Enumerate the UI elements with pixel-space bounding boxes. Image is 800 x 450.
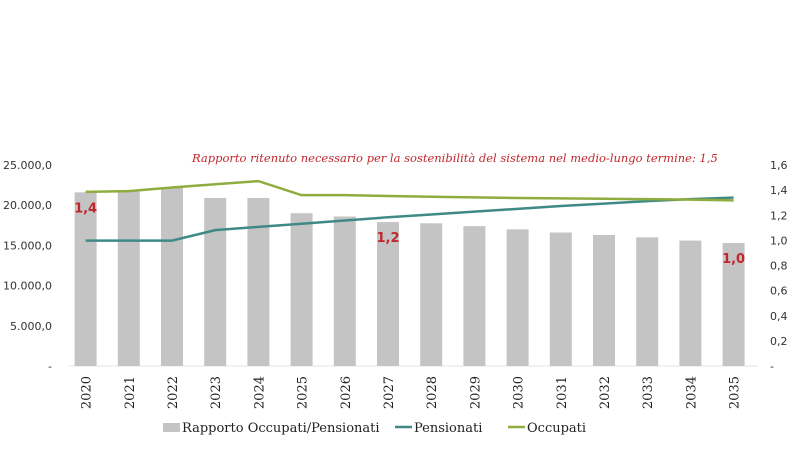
x-tick-2034: 2034: [684, 376, 699, 409]
line-series: [85, 179, 734, 242]
left-axis-tick: 25.000,0: [3, 159, 52, 172]
left-axis-tick: 20.000,0: [3, 199, 52, 212]
legend: Rapporto Occupati/Pensionati Pensionati Oc…: [163, 421, 586, 436]
bar-2020: [74, 192, 97, 366]
ratio-label-2035: 1,0: [722, 252, 745, 267]
legend-label: Occupati: [527, 421, 586, 436]
left-axis-tick: 10.000,0: [3, 280, 52, 293]
right-axis-tick: -: [770, 360, 774, 373]
x-tick-2028: 2028: [425, 376, 440, 409]
x-tick-2023: 2023: [209, 376, 224, 409]
ratio-label-2027: 1,2: [376, 231, 399, 246]
x-tick-2020: 2020: [80, 376, 95, 409]
bar-2032: [593, 234, 615, 366]
right-axis-tick: 0,2: [770, 335, 788, 348]
x-axis-labels: 2020 2021 2022 2023 2024 2025 2026 2027 2028 2029…: [80, 376, 743, 409]
x-tick-2025: 2025: [296, 376, 311, 409]
right-axis-tick: 0,6: [770, 285, 788, 298]
legend-label: Pensionati: [414, 421, 482, 436]
right-axis-tick: 0,8: [770, 260, 788, 273]
ratio-label-2020: 1,4: [74, 201, 97, 216]
right-y-axis: - 0,2 0,4 0,6 0,8 1,0 1,2 1,4 1,6: [770, 159, 788, 373]
bar-2033: [636, 237, 659, 366]
bar-2028: [420, 223, 443, 366]
x-tick-2027: 2027: [382, 376, 397, 409]
bar-2031: [549, 232, 572, 366]
bar-2022: [161, 187, 183, 366]
sustainability-annotation: Rapporto ritenuto necessario per la sost…: [191, 151, 718, 165]
x-tick-2032: 2032: [598, 376, 613, 409]
x-tick-2021: 2021: [123, 376, 138, 409]
bar-2029: [463, 226, 486, 366]
left-axis-tick: 15.000,0: [3, 239, 52, 252]
bar-2034: [679, 240, 702, 366]
x-tick-2024: 2024: [252, 376, 267, 409]
right-axis-tick: 1,6: [770, 159, 788, 172]
left-y-axis: - 5.000,0 10.000,0 15.000,0 20.000,0 25.000,0: [3, 159, 52, 373]
legend-label: Rapporto Occupati/Pensionati: [182, 421, 380, 436]
x-tick-2026: 2026: [339, 376, 354, 409]
legend-swatch-bar: [163, 423, 180, 432]
x-tick-2035: 2035: [728, 376, 743, 409]
bar-2024: [247, 197, 270, 366]
right-axis-tick: 1,2: [770, 209, 788, 222]
bar-2025: [290, 213, 313, 366]
left-axis-tick: -: [48, 360, 52, 373]
x-tick-2030: 2030: [512, 376, 527, 409]
bar-2021: [117, 191, 140, 366]
line-pensionati: [85, 196, 734, 242]
bar-series: [74, 187, 745, 366]
left-axis-tick: 5.000,0: [10, 320, 52, 333]
right-axis-tick: 1,0: [770, 234, 788, 247]
data-labels: 1,4 1,2 1,0: [74, 201, 745, 267]
line-occupati: [85, 179, 734, 202]
right-axis-tick: 0,4: [770, 310, 788, 323]
right-axis-tick: 1,4: [770, 184, 788, 197]
bar-2027: [377, 222, 399, 366]
x-tick-2031: 2031: [555, 376, 570, 409]
x-tick-2022: 2022: [166, 376, 181, 409]
bar-2026: [333, 216, 356, 366]
bar-2035: [722, 242, 745, 366]
bar-2023: [204, 197, 227, 366]
x-tick-2029: 2029: [468, 376, 483, 409]
bar-2030: [506, 229, 529, 366]
x-tick-2033: 2033: [641, 376, 656, 409]
